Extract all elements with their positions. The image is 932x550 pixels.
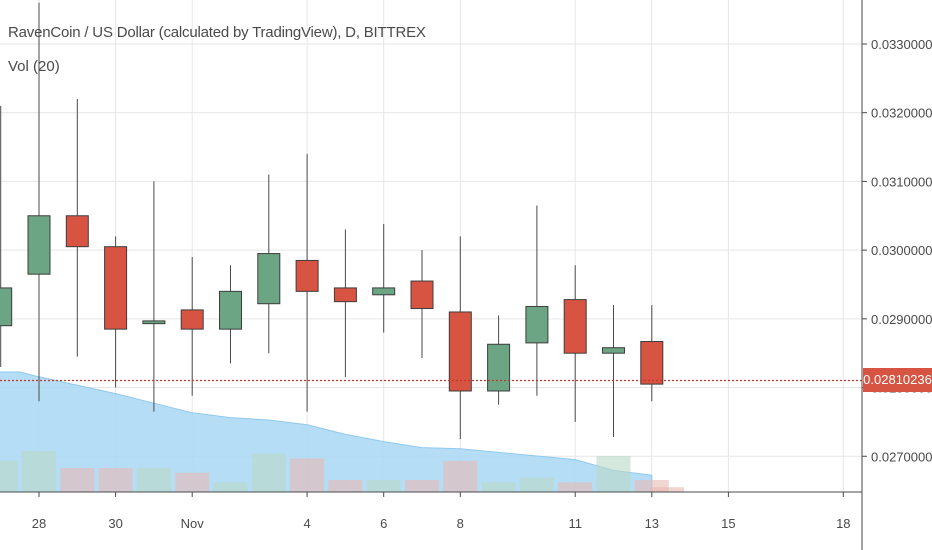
candle-up[interactable] xyxy=(525,305,549,344)
volume-bar xyxy=(405,480,439,492)
candle-down[interactable] xyxy=(333,287,357,303)
x-tick-label: 28 xyxy=(32,516,46,531)
candles[interactable] xyxy=(0,2,664,440)
y-tick-label: 0.03300000 xyxy=(871,37,932,52)
x-tick-label: 13 xyxy=(645,516,659,531)
volume-bar xyxy=(519,477,554,492)
last-price-label: 0.02810236 xyxy=(863,368,932,392)
candle-up[interactable] xyxy=(257,253,281,305)
volume-bar xyxy=(175,472,210,492)
volume-bar xyxy=(22,451,56,492)
x-tick-label: 15 xyxy=(721,516,735,531)
volume-pane xyxy=(0,371,685,493)
candle-down[interactable] xyxy=(563,299,587,354)
candle-up[interactable] xyxy=(487,343,511,392)
candle-down[interactable] xyxy=(65,215,89,248)
volume-bar xyxy=(213,482,248,492)
volume-bar xyxy=(251,453,286,492)
x-tick-label: 8 xyxy=(457,516,464,531)
x-tick-label: Nov xyxy=(181,516,205,531)
volume-bar xyxy=(596,456,631,492)
candle-up[interactable] xyxy=(27,215,51,275)
candle-up[interactable] xyxy=(142,320,166,325)
candle-up[interactable] xyxy=(219,290,242,330)
candle-up[interactable] xyxy=(0,287,13,327)
volume-bar xyxy=(98,468,133,492)
volume-bar xyxy=(366,480,401,492)
volume-bar xyxy=(558,482,593,492)
candle-down[interactable] xyxy=(295,259,319,292)
volume-ma-area xyxy=(0,371,653,493)
chart-title: RavenCoin / US Dollar (calculated by Tra… xyxy=(8,24,426,41)
volume-bar xyxy=(443,460,478,492)
volume-indicator-label: Vol (20) xyxy=(8,58,60,75)
x-tick-label: 4 xyxy=(303,516,310,531)
volume-bar xyxy=(328,480,363,492)
x-tick-label: 18 xyxy=(836,516,850,531)
candle-up[interactable] xyxy=(372,287,396,296)
candle-down[interactable] xyxy=(104,246,128,330)
x-tick-label: 11 xyxy=(568,516,582,531)
x-tick-label: 6 xyxy=(380,516,387,531)
x-tick-label: 30 xyxy=(108,516,122,531)
volume-bar xyxy=(60,468,95,492)
candle-down[interactable] xyxy=(410,280,434,310)
volume-bar xyxy=(650,487,685,492)
volume-bar xyxy=(290,458,325,492)
candle-down[interactable] xyxy=(180,309,204,330)
volume-bar xyxy=(0,460,18,492)
candle-down[interactable] xyxy=(640,341,664,385)
volume-bar xyxy=(136,468,171,492)
volume-bar xyxy=(481,482,516,492)
candle-up[interactable] xyxy=(602,347,625,354)
candle-down[interactable] xyxy=(448,311,472,392)
